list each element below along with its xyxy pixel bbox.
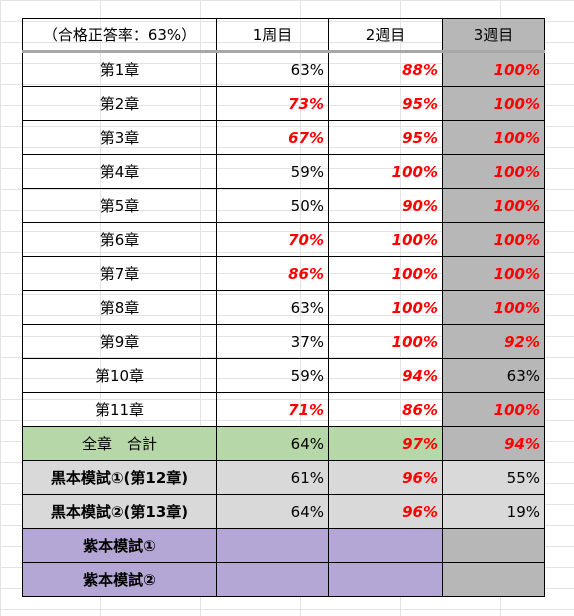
chapter-row: 第5章 50% 90% 100% xyxy=(22,188,545,223)
round3-score-cell[interactable]: 100% xyxy=(442,222,545,257)
round2-score-cell[interactable]: 94% xyxy=(328,358,443,393)
purple-round3-cell[interactable] xyxy=(442,528,545,563)
round3-score-cell[interactable]: 100% xyxy=(442,86,545,121)
round2-score-cell[interactable]: 86% xyxy=(328,392,443,427)
round2-score-cell[interactable]: 90% xyxy=(328,188,443,223)
round2-score-cell[interactable]: 100% xyxy=(328,154,443,189)
mock-label-cell[interactable]: 黒本模試①(第12章) xyxy=(22,460,217,495)
round1-score-cell[interactable]: 67% xyxy=(216,120,329,155)
chapter-row: 第8章 63% 100% 100% xyxy=(22,290,545,325)
chapter-label-cell[interactable]: 第7章 xyxy=(22,256,217,291)
mock-round1-cell[interactable]: 61% xyxy=(216,460,329,495)
round3-score-cell[interactable]: 100% xyxy=(442,188,545,223)
purple-round1-cell[interactable] xyxy=(216,562,329,597)
chapter-row: 第3章 67% 95% 100% xyxy=(22,120,545,155)
round2-score-cell[interactable]: 100% xyxy=(328,324,443,359)
round2-score-cell[interactable]: 100% xyxy=(328,222,443,257)
score-table: （合格正答率：63%） 1周目 2週目 3週目 第1章 63% 88% 100% 第2章… xyxy=(22,18,545,597)
mock-exam-row: 黒本模試②(第13章) 64% 96% 19% xyxy=(22,494,545,529)
chapter-row: 第6章 70% 100% 100% xyxy=(22,222,545,257)
round1-score-cell[interactable]: 63% xyxy=(216,51,329,87)
chapter-label-cell[interactable]: 第8章 xyxy=(22,290,217,325)
header-round3-cell[interactable]: 3週目 xyxy=(442,18,545,53)
chapter-row: 第10章 59% 94% 63% xyxy=(22,358,545,393)
round1-score-cell[interactable]: 71% xyxy=(216,392,329,427)
chapter-row: 第11章 71% 86% 100% xyxy=(22,392,545,427)
round3-score-cell[interactable]: 100% xyxy=(442,392,545,427)
purple-round3-cell[interactable] xyxy=(442,562,545,597)
round1-score-cell[interactable]: 50% xyxy=(216,188,329,223)
mock-round3-cell[interactable]: 19% xyxy=(442,494,545,529)
purple-round1-cell[interactable] xyxy=(216,528,329,563)
total-label-cell[interactable]: 全章 合計 xyxy=(22,426,217,461)
chapter-label-cell[interactable]: 第3章 xyxy=(22,120,217,155)
chapter-label-cell[interactable]: 第6章 xyxy=(22,222,217,257)
chapter-row: 第9章 37% 100% 92% xyxy=(22,324,545,359)
round3-score-cell[interactable]: 100% xyxy=(442,120,545,155)
chapter-label-cell[interactable]: 第9章 xyxy=(22,324,217,359)
purple-round2-cell[interactable] xyxy=(328,528,443,563)
total-round2-cell[interactable]: 97% xyxy=(328,426,443,461)
purple-mock-row: 紫本模試② xyxy=(22,562,545,597)
round1-score-cell[interactable]: 59% xyxy=(216,154,329,189)
chapter-label-cell[interactable]: 第11章 xyxy=(22,392,217,427)
mock-label-cell[interactable]: 黒本模試②(第13章) xyxy=(22,494,217,529)
chapter-label-cell[interactable]: 第10章 xyxy=(22,358,217,393)
chapter-row: 第7章 86% 100% 100% xyxy=(22,256,545,291)
round3-score-cell[interactable]: 100% xyxy=(442,290,545,325)
chapter-label-cell[interactable]: 第1章 xyxy=(22,51,217,87)
round1-score-cell[interactable]: 70% xyxy=(216,222,329,257)
round2-score-cell[interactable]: 95% xyxy=(328,86,443,121)
mock-round2-cell[interactable]: 96% xyxy=(328,494,443,529)
round1-score-cell[interactable]: 73% xyxy=(216,86,329,121)
chapter-row: 第2章 73% 95% 100% xyxy=(22,86,545,121)
purple-mock-label-cell[interactable]: 紫本模試② xyxy=(22,562,217,597)
mock-round3-cell[interactable]: 55% xyxy=(442,460,545,495)
round3-score-cell[interactable]: 63% xyxy=(442,358,545,393)
chapter-row: 第4章 59% 100% 100% xyxy=(22,154,545,189)
round3-score-cell[interactable]: 92% xyxy=(442,324,545,359)
purple-round2-cell[interactable] xyxy=(328,562,443,597)
total-round3-cell[interactable]: 94% xyxy=(442,426,545,461)
round2-score-cell[interactable]: 100% xyxy=(328,256,443,291)
round1-score-cell[interactable]: 86% xyxy=(216,256,329,291)
mock-exam-row: 黒本模試①(第12章) 61% 96% 55% xyxy=(22,460,545,495)
purple-mock-row: 紫本模試① xyxy=(22,528,545,563)
round3-score-cell[interactable]: 100% xyxy=(442,51,545,87)
mock-round2-cell[interactable]: 96% xyxy=(328,460,443,495)
round2-score-cell[interactable]: 100% xyxy=(328,290,443,325)
round3-score-cell[interactable]: 100% xyxy=(442,154,545,189)
round1-score-cell[interactable]: 59% xyxy=(216,358,329,393)
chapter-label-cell[interactable]: 第5章 xyxy=(22,188,217,223)
header-round2-cell[interactable]: 2週目 xyxy=(328,18,443,53)
round2-score-cell[interactable]: 88% xyxy=(328,51,443,87)
header-row: （合格正答率：63%） 1周目 2週目 3週目 xyxy=(22,18,545,53)
round1-score-cell[interactable]: 37% xyxy=(216,324,329,359)
round1-score-cell[interactable]: 63% xyxy=(216,290,329,325)
round3-score-cell[interactable]: 100% xyxy=(442,256,545,291)
chapter-label-cell[interactable]: 第4章 xyxy=(22,154,217,189)
total-row: 全章 合計 64% 97% 94% xyxy=(22,426,545,461)
chapter-label-cell[interactable]: 第2章 xyxy=(22,86,217,121)
header-round1-cell[interactable]: 1周目 xyxy=(216,18,329,53)
chapter-row: 第1章 63% 88% 100% xyxy=(22,51,545,87)
round2-score-cell[interactable]: 95% xyxy=(328,120,443,155)
header-title-cell[interactable]: （合格正答率：63%） xyxy=(22,18,217,53)
total-round1-cell[interactable]: 64% xyxy=(216,426,329,461)
purple-mock-label-cell[interactable]: 紫本模試① xyxy=(22,528,217,563)
mock-round1-cell[interactable]: 64% xyxy=(216,494,329,529)
